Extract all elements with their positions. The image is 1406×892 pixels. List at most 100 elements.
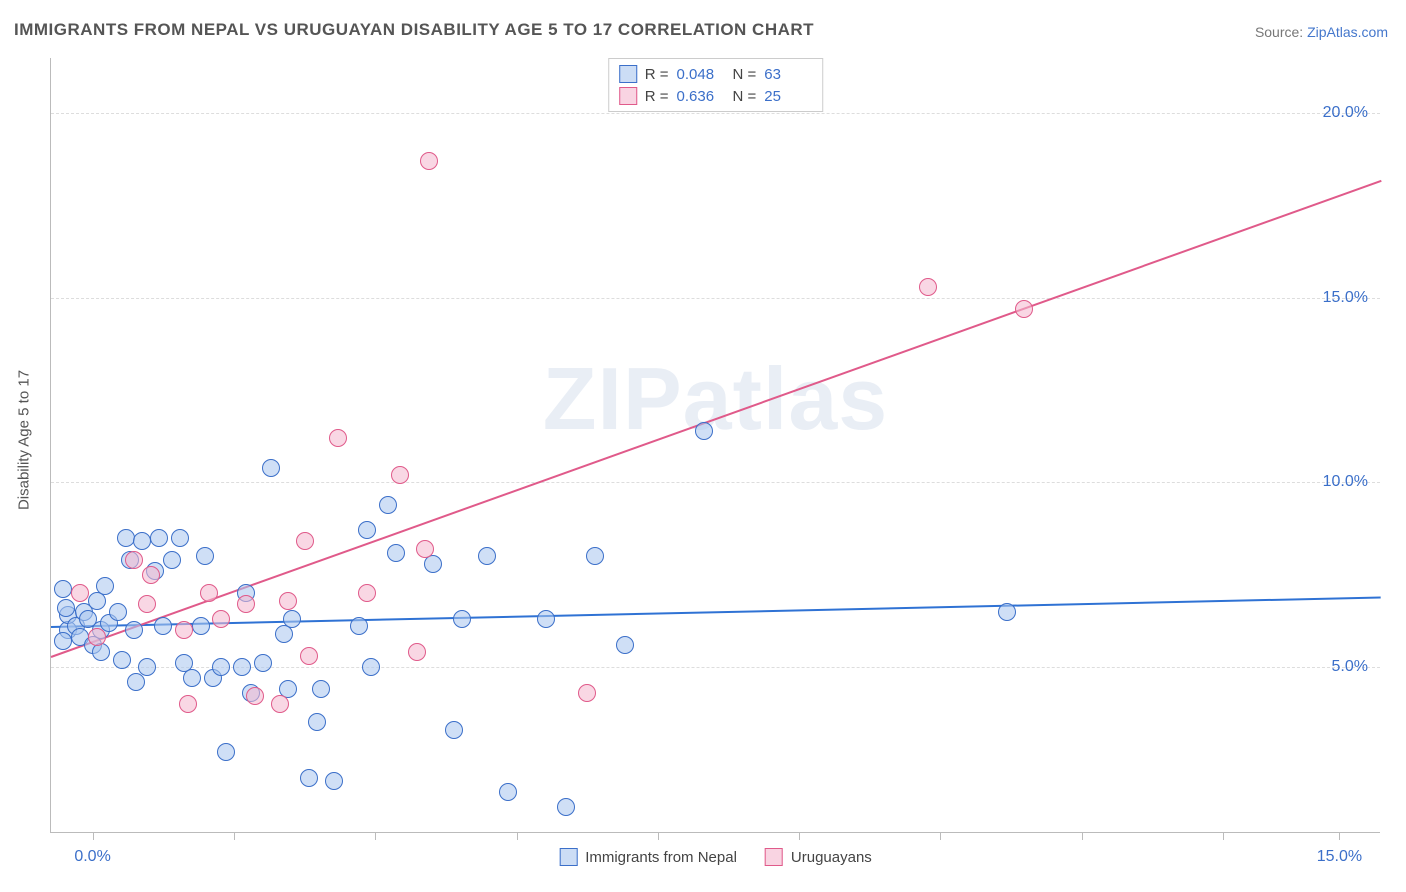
data-point bbox=[919, 278, 937, 296]
data-point bbox=[138, 595, 156, 613]
data-point bbox=[329, 429, 347, 447]
r-value-series2: 0.636 bbox=[677, 88, 725, 105]
data-point bbox=[387, 544, 405, 562]
data-point bbox=[300, 769, 318, 787]
gridline bbox=[51, 113, 1380, 114]
data-point bbox=[163, 551, 181, 569]
swatch-series1 bbox=[559, 848, 577, 866]
data-point bbox=[138, 658, 156, 676]
data-point bbox=[325, 772, 343, 790]
plot-area: ZIPatlas R = 0.048 N = 63 R = 0.636 N = … bbox=[50, 58, 1380, 833]
source-prefix: Source: bbox=[1255, 24, 1307, 40]
data-point bbox=[420, 152, 438, 170]
data-point bbox=[125, 551, 143, 569]
data-point bbox=[358, 521, 376, 539]
data-point bbox=[279, 592, 297, 610]
data-point bbox=[57, 599, 75, 617]
data-point bbox=[296, 532, 314, 550]
data-point bbox=[127, 673, 145, 691]
data-point bbox=[362, 658, 380, 676]
gridline bbox=[51, 482, 1380, 483]
x-tick bbox=[1339, 832, 1340, 840]
legend-item-series1: Immigrants from Nepal bbox=[559, 848, 737, 866]
n-value-series2: 25 bbox=[764, 88, 812, 105]
data-point bbox=[379, 496, 397, 514]
data-point bbox=[998, 603, 1016, 621]
x-tick-label: 0.0% bbox=[74, 848, 110, 866]
data-point bbox=[408, 643, 426, 661]
data-point bbox=[586, 547, 604, 565]
x-tick bbox=[1223, 832, 1224, 840]
r-value-series1: 0.048 bbox=[677, 66, 725, 83]
legend-item-series2: Uruguayans bbox=[765, 848, 872, 866]
n-label: N = bbox=[733, 66, 757, 83]
y-tick-label: 10.0% bbox=[1323, 473, 1368, 491]
data-point bbox=[109, 603, 127, 621]
data-point bbox=[262, 459, 280, 477]
data-point bbox=[183, 669, 201, 687]
data-point bbox=[478, 547, 496, 565]
data-point bbox=[416, 540, 434, 558]
legend-label-series1: Immigrants from Nepal bbox=[585, 849, 737, 866]
y-tick-label: 15.0% bbox=[1323, 289, 1368, 307]
data-point bbox=[312, 680, 330, 698]
data-point bbox=[54, 580, 72, 598]
r-label: R = bbox=[645, 88, 669, 105]
data-point bbox=[453, 610, 471, 628]
source-attribution: Source: ZipAtlas.com bbox=[1255, 24, 1388, 40]
data-point bbox=[200, 584, 218, 602]
data-point bbox=[616, 636, 634, 654]
correlation-stats-box: R = 0.048 N = 63 R = 0.636 N = 25 bbox=[608, 58, 824, 112]
x-tick bbox=[517, 832, 518, 840]
x-tick bbox=[940, 832, 941, 840]
swatch-series2 bbox=[765, 848, 783, 866]
gridline bbox=[51, 298, 1380, 299]
data-point bbox=[537, 610, 555, 628]
data-point bbox=[71, 584, 89, 602]
r-label: R = bbox=[645, 66, 669, 83]
watermark: ZIPatlas bbox=[543, 348, 888, 450]
x-tick bbox=[234, 832, 235, 840]
data-point bbox=[179, 695, 197, 713]
data-point bbox=[283, 610, 301, 628]
x-tick bbox=[375, 832, 376, 840]
data-point bbox=[150, 529, 168, 547]
data-point bbox=[217, 743, 235, 761]
data-point bbox=[175, 621, 193, 639]
data-point bbox=[212, 610, 230, 628]
data-point bbox=[271, 695, 289, 713]
y-tick-label: 5.0% bbox=[1332, 658, 1368, 676]
data-point bbox=[445, 721, 463, 739]
data-point bbox=[237, 595, 255, 613]
data-point bbox=[54, 632, 72, 650]
n-label: N = bbox=[733, 88, 757, 105]
x-tick-label: 15.0% bbox=[1317, 848, 1362, 866]
data-point bbox=[233, 658, 251, 676]
data-point bbox=[358, 584, 376, 602]
data-point bbox=[308, 713, 326, 731]
data-point bbox=[499, 783, 517, 801]
swatch-series2 bbox=[619, 87, 637, 105]
data-point bbox=[578, 684, 596, 702]
data-point bbox=[88, 628, 106, 646]
data-point bbox=[171, 529, 189, 547]
data-point bbox=[350, 617, 368, 635]
x-tick bbox=[799, 832, 800, 840]
data-point bbox=[133, 532, 151, 550]
n-value-series1: 63 bbox=[764, 66, 812, 83]
data-point bbox=[254, 654, 272, 672]
data-point bbox=[196, 547, 214, 565]
swatch-series1 bbox=[619, 65, 637, 83]
data-point bbox=[125, 621, 143, 639]
data-point bbox=[154, 617, 172, 635]
y-tick-label: 20.0% bbox=[1323, 104, 1368, 122]
data-point bbox=[212, 658, 230, 676]
stats-row-series1: R = 0.048 N = 63 bbox=[619, 63, 813, 85]
series-legend: Immigrants from Nepal Uruguayans bbox=[559, 848, 872, 866]
x-tick bbox=[93, 832, 94, 840]
data-point bbox=[96, 577, 114, 595]
data-point bbox=[391, 466, 409, 484]
source-link[interactable]: ZipAtlas.com bbox=[1307, 24, 1388, 40]
data-point bbox=[192, 617, 210, 635]
data-point bbox=[557, 798, 575, 816]
